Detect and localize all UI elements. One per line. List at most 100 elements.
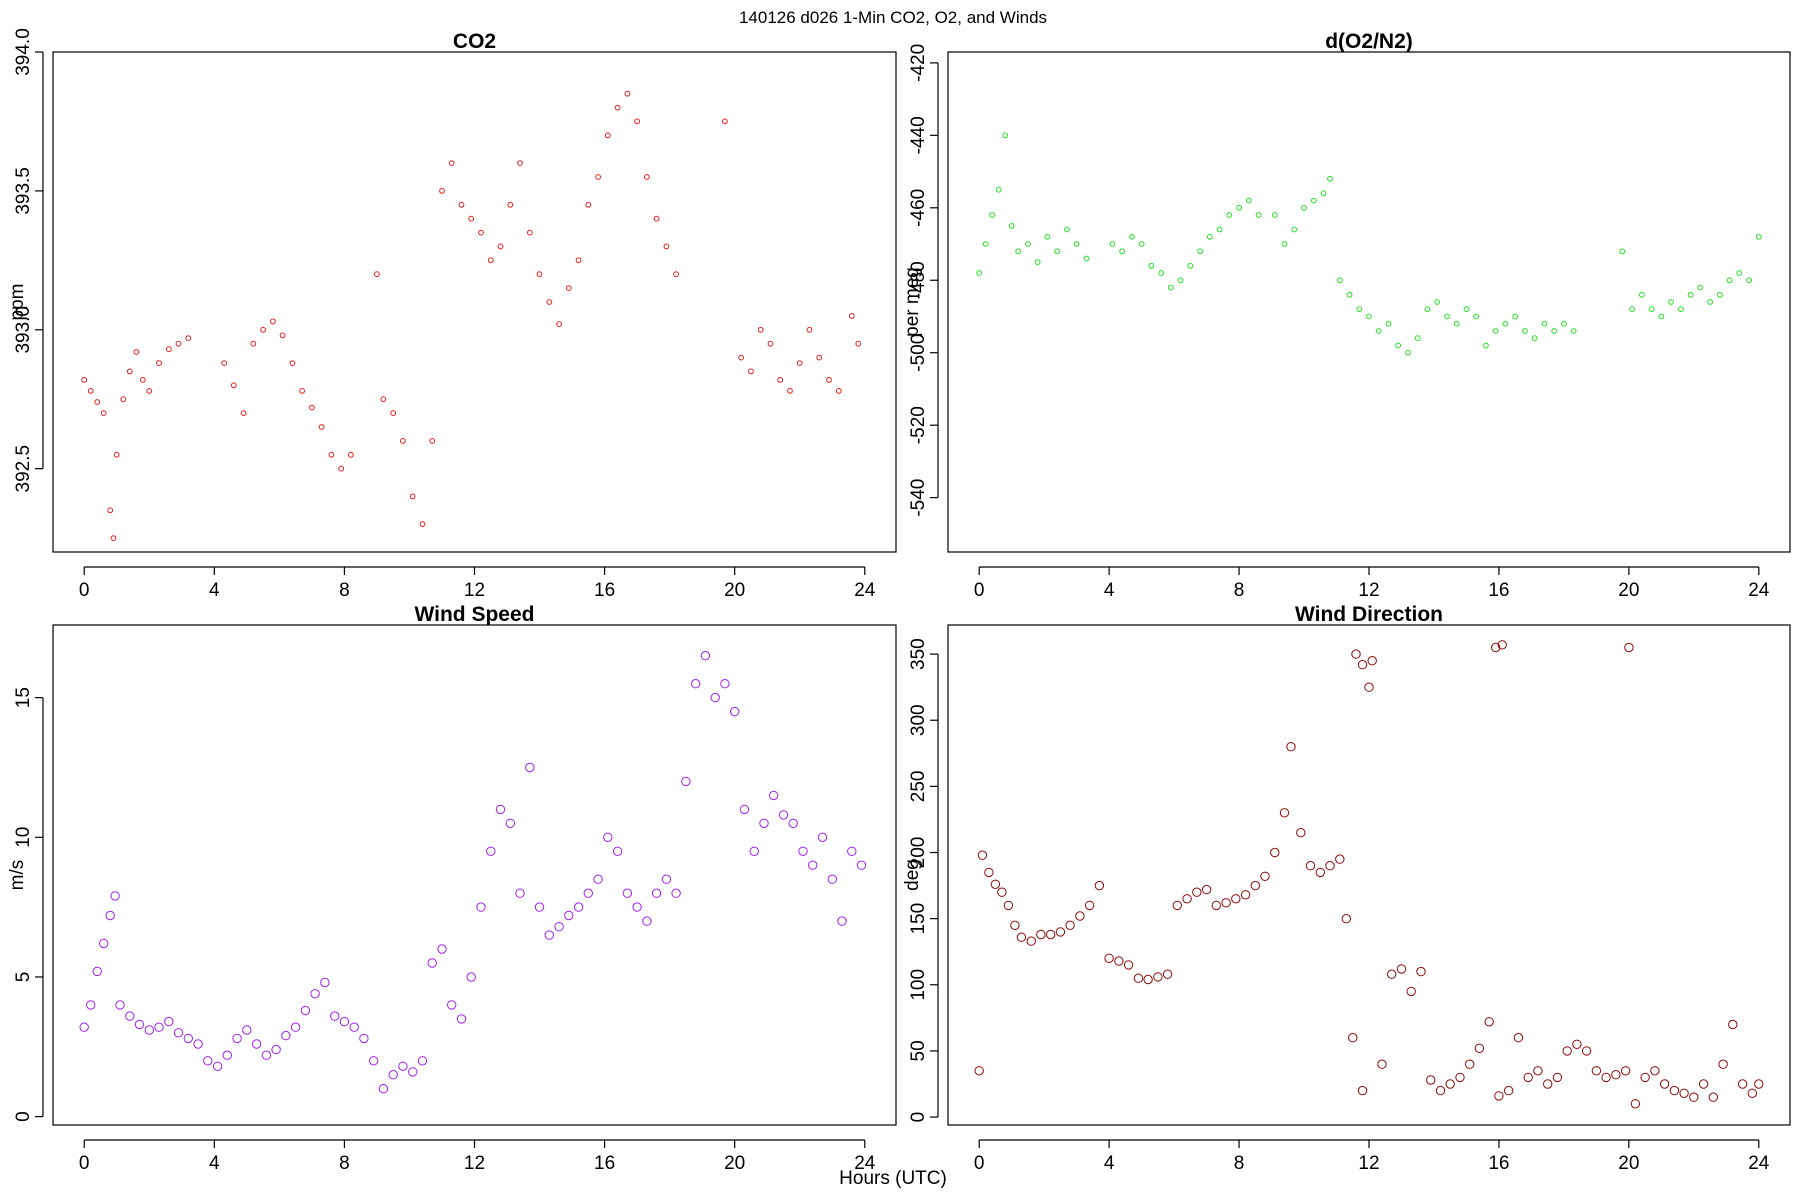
d-o2-n2-point	[1385, 320, 1392, 327]
wind-speed-point	[739, 804, 750, 815]
co2-point	[507, 201, 514, 208]
wind-direction-x-tick-label: 8	[1234, 1153, 1245, 1174]
d-o2-n2-point	[1463, 306, 1470, 313]
d-o2-n2-point	[1629, 306, 1635, 313]
wind-speed-point	[612, 846, 623, 856]
co2-point	[400, 438, 406, 444]
wind-direction-point	[1104, 953, 1114, 963]
wind-direction-point	[974, 1066, 984, 1076]
co2-point	[139, 376, 146, 383]
wind-speed-point	[134, 1019, 145, 1030]
wind-speed-point	[817, 832, 828, 842]
d-o2-n2-point	[1025, 241, 1031, 247]
panels: CO2 0 4 8 12 16 20 24 392.5 393.0 393.5 394.0 ppm d(O…	[7, 28, 1791, 1174]
co2-point	[487, 257, 494, 264]
wind-direction-y-axis-label: deg	[902, 859, 923, 891]
co2-point	[604, 132, 611, 139]
wind-direction-point	[1494, 1091, 1504, 1101]
wind-direction-point	[1010, 920, 1020, 930]
co2-point	[565, 285, 572, 292]
co2-point	[722, 118, 728, 125]
co2-point	[653, 215, 660, 222]
d-o2-n2-point	[1148, 262, 1155, 269]
co2-point	[270, 318, 276, 325]
wind-speed-point	[798, 846, 808, 856]
wind-direction-panel: Wind Direction 0 4 8 12 16 20 24 0 50 100 150 200 250…	[902, 603, 1791, 1174]
d-o2-n2-point	[1291, 226, 1298, 233]
wind-speed-point	[593, 874, 603, 884]
wind-speed-point	[427, 958, 437, 968]
d-o2-n2-point	[989, 212, 996, 218]
d-o2-n2-point	[1034, 259, 1041, 266]
d-o2-n2-point	[1177, 277, 1184, 284]
co2-x-tick-label: 12	[464, 580, 485, 601]
co2-point	[94, 399, 101, 405]
wind-direction-point	[1341, 914, 1352, 924]
d-o2-n2-point	[1002, 132, 1009, 139]
wind-speed-point	[349, 1022, 359, 1032]
wind-speed-point	[222, 1050, 233, 1060]
d-o2-n2-plot-frame	[947, 51, 1791, 553]
wind-speed-y-tick-label: 10	[13, 827, 34, 848]
co2-point	[175, 340, 182, 347]
wind-speed-point	[720, 679, 730, 689]
wind-speed-point	[749, 846, 759, 856]
d-o2-n2-point	[1119, 248, 1125, 255]
wind-direction-y-tick-label: 250	[908, 771, 929, 803]
wind-speed-x-tick-label: 16	[594, 1153, 615, 1174]
wind-speed-point	[339, 1016, 350, 1027]
wind-direction-point	[1036, 929, 1046, 940]
wind-speed-point	[125, 1011, 135, 1021]
co2-point	[738, 354, 745, 361]
d-o2-n2-point	[1008, 223, 1015, 229]
d-o2-n2-point	[1064, 226, 1070, 233]
wind-direction-point	[1026, 936, 1036, 946]
wind-direction-point	[1357, 1085, 1368, 1096]
co2-point	[260, 326, 267, 333]
wind-speed-y-tick-label: 0	[13, 1111, 34, 1122]
d-o2-n2-point	[1320, 190, 1327, 197]
wind-speed-point	[700, 651, 711, 661]
co2-point	[855, 340, 862, 347]
wind-speed-point	[144, 1025, 155, 1035]
co2-point	[634, 118, 640, 125]
wind-direction-point	[1474, 1043, 1485, 1054]
wind-speed-point	[251, 1039, 262, 1049]
d-o2-n2-point	[1054, 248, 1060, 255]
wind-speed-point	[105, 910, 115, 921]
d-o2-n2-point	[1512, 313, 1519, 320]
wind-speed-point	[515, 888, 525, 898]
d-o2-n2-x-tick-label: 12	[1358, 580, 1379, 601]
wind-speed-point	[320, 977, 330, 988]
wind-speed-x-tick-label: 0	[79, 1153, 90, 1174]
wind-direction-point	[1305, 861, 1316, 871]
d-o2-n2-point	[1395, 342, 1402, 349]
wind-direction-point	[1718, 1059, 1728, 1069]
wind-speed-point	[642, 916, 652, 926]
co2-y-axis-label: ppm	[7, 284, 28, 321]
wind-speed-point	[261, 1050, 272, 1060]
wind-speed-point	[651, 888, 662, 898]
wind-direction-point	[1650, 1066, 1660, 1076]
wind-direction-point	[1055, 927, 1066, 937]
d-o2-n2-point	[1336, 277, 1343, 284]
wind-direction-point	[1315, 867, 1326, 878]
d-o2-n2-point	[1245, 197, 1252, 204]
co2-y-tick-label: 393.5	[13, 167, 34, 215]
wind-direction-point	[1543, 1079, 1553, 1089]
co2-point	[517, 160, 523, 167]
wind-direction-point	[1640, 1072, 1650, 1083]
d-o2-n2-point	[1083, 255, 1090, 262]
d-o2-n2-point	[1044, 233, 1051, 240]
co2-x-tick-label: 16	[594, 580, 615, 601]
wind-speed-point	[456, 1014, 467, 1024]
co2-point	[644, 174, 650, 180]
co2-point	[107, 507, 114, 514]
wind-speed-point	[164, 1016, 174, 1027]
wind-direction-point	[1296, 828, 1306, 838]
co2-point	[767, 340, 774, 347]
d-o2-n2-point	[1570, 328, 1577, 334]
d-o2-n2-point	[995, 186, 1002, 193]
wind-direction-point	[1123, 960, 1134, 970]
wind-direction-point	[1182, 894, 1192, 904]
